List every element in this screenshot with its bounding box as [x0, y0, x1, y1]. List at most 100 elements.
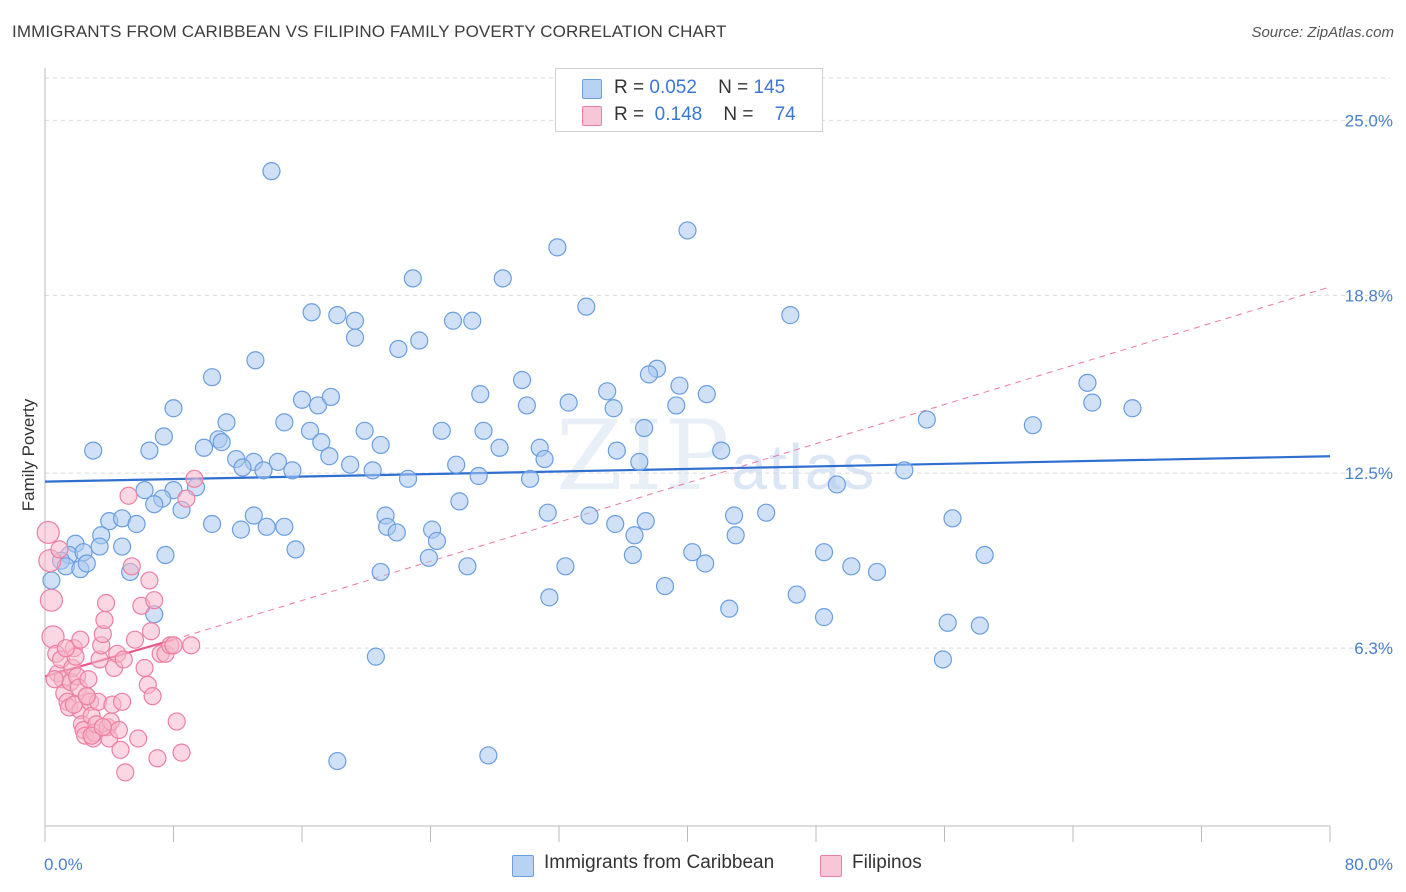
point-caribbean — [403, 269, 422, 288]
point-caribbean — [371, 562, 390, 582]
point-filipino — [172, 743, 191, 762]
point-caribbean — [286, 540, 305, 559]
point-filipino — [36, 520, 60, 545]
point-caribbean — [814, 608, 834, 627]
point-caribbean — [970, 616, 989, 635]
point-filipino — [182, 636, 201, 655]
point-caribbean — [520, 469, 540, 488]
point-caribbean — [933, 650, 952, 669]
point-caribbean — [447, 455, 466, 474]
bottom-legend-label-filipinos: Filipinos — [852, 852, 922, 873]
legend-r-label: R = — [614, 104, 645, 125]
point-caribbean — [580, 506, 599, 525]
point-filipino — [96, 593, 116, 613]
point-filipino — [77, 687, 96, 706]
point-filipino — [119, 486, 138, 505]
point-caribbean — [655, 576, 675, 596]
point-caribbean — [895, 461, 914, 480]
point-filipino — [164, 636, 183, 655]
point-caribbean — [726, 526, 745, 545]
point-caribbean — [1123, 399, 1142, 418]
point-caribbean — [427, 531, 447, 551]
point-caribbean — [355, 421, 374, 440]
point-caribbean — [371, 435, 390, 455]
bottom-legend-swatch-caribbean — [512, 855, 534, 877]
point-caribbean — [607, 441, 626, 460]
point-caribbean — [231, 520, 251, 539]
legend-r-label: R = — [614, 77, 645, 98]
point-filipino — [64, 695, 84, 714]
point-caribbean — [321, 387, 341, 407]
point-caribbean — [867, 562, 887, 582]
point-caribbean — [540, 588, 559, 607]
point-caribbean — [943, 509, 962, 528]
legend-r-value: 0.052 — [649, 77, 697, 98]
point-filipino — [143, 687, 162, 706]
legend-swatch-filipinos — [582, 106, 602, 126]
point-filipino — [39, 588, 64, 612]
legend-n-value: 74 — [774, 104, 796, 125]
point-caribbean — [598, 382, 617, 401]
point-caribbean — [463, 311, 482, 330]
point-caribbean — [827, 475, 846, 494]
point-caribbean — [639, 365, 659, 384]
legend-stats-caribbean: R = 0.052 N = 145 — [614, 77, 785, 99]
point-caribbean — [1083, 393, 1102, 412]
x-tick-label-start: 0.0% — [44, 855, 83, 874]
grid-lines — [45, 77, 1390, 649]
point-caribbean — [975, 545, 994, 565]
legend-n-value: 145 — [753, 77, 786, 98]
point-filipino — [79, 670, 98, 689]
data-points — [36, 162, 1142, 782]
point-caribbean — [697, 385, 716, 404]
point-caribbean — [469, 466, 488, 486]
point-caribbean — [341, 455, 360, 474]
point-caribbean — [1023, 416, 1042, 435]
point-filipino — [125, 630, 145, 649]
point-caribbean — [283, 461, 302, 480]
point-caribbean — [328, 751, 347, 771]
point-caribbean — [345, 328, 365, 347]
point-caribbean — [443, 311, 463, 330]
point-caribbean — [781, 306, 800, 325]
point-filipino — [111, 740, 130, 759]
point-filipino — [112, 692, 132, 711]
point-caribbean — [842, 557, 861, 576]
legend-stats-filipinos: R = 0.148 N = 74 — [614, 104, 796, 126]
point-caribbean — [559, 393, 578, 412]
point-caribbean — [556, 557, 575, 576]
point-caribbean — [517, 396, 536, 415]
point-caribbean — [140, 441, 159, 460]
point-filipino — [140, 571, 159, 590]
axes — [44, 68, 1331, 842]
point-caribbean — [720, 599, 739, 618]
point-filipino — [167, 712, 186, 731]
legend-n-label: N = — [723, 104, 754, 125]
point-caribbean — [212, 433, 231, 452]
point-caribbean — [156, 545, 175, 565]
point-caribbean — [363, 461, 382, 480]
legend-r-value: 0.148 — [654, 104, 703, 125]
point-caribbean — [814, 543, 834, 562]
point-caribbean — [275, 413, 294, 432]
point-caribbean — [670, 376, 689, 395]
point-filipino — [95, 610, 114, 630]
trend-lines — [44, 286, 1331, 678]
point-caribbean — [757, 503, 776, 522]
point-caribbean — [90, 537, 109, 556]
source-label: Source: ZipAtlas.com — [1251, 24, 1394, 41]
point-caribbean — [202, 368, 222, 387]
point-caribbean — [548, 238, 567, 257]
bottom-legend-label-caribbean: Immigrants from Caribbean — [544, 852, 775, 873]
point-caribbean — [154, 427, 173, 446]
point-caribbean — [724, 506, 744, 525]
point-filipino — [148, 749, 167, 768]
point-caribbean — [246, 351, 265, 370]
point-caribbean — [257, 517, 276, 536]
point-caribbean — [678, 221, 697, 240]
point-caribbean — [636, 512, 655, 531]
point-filipino — [129, 729, 148, 748]
point-caribbean — [712, 441, 731, 460]
point-caribbean — [419, 548, 438, 567]
